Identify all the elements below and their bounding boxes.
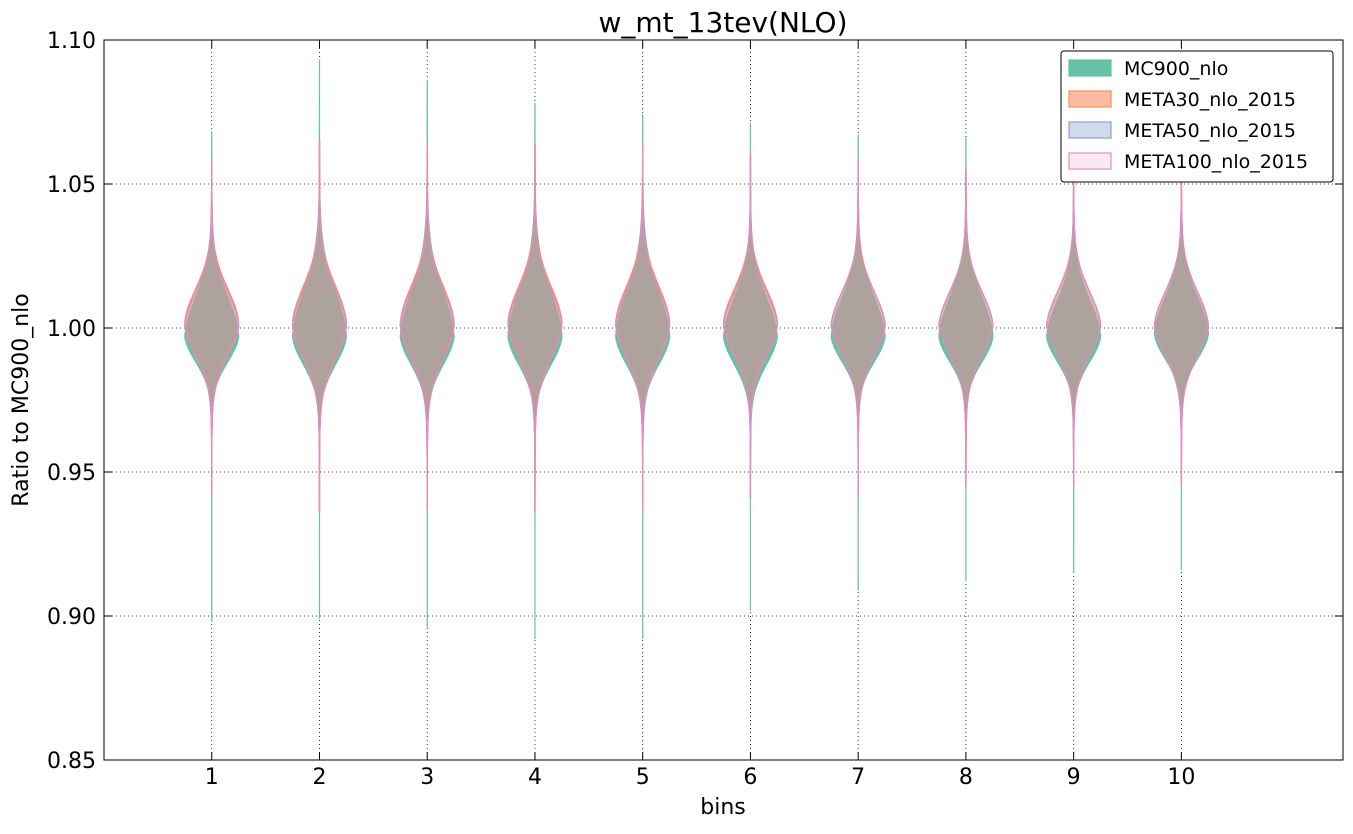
x-tick-label: 6: [743, 765, 757, 790]
violin: [291, 140, 348, 513]
x-tick-label: 8: [959, 765, 973, 790]
legend-label: MC900_nlo: [1124, 58, 1228, 80]
x-tick-label: 1: [205, 765, 219, 790]
chart-title: w_mt_13tev(NLO): [599, 6, 848, 39]
y-tick-label: 1.05: [47, 173, 96, 198]
series-META100_nlo_2015: [184, 140, 1209, 513]
violin: [507, 143, 563, 513]
y-tick-label: 0.85: [47, 749, 96, 774]
legend-label: META100_nlo_2015: [1124, 151, 1308, 173]
legend-swatch: [1068, 121, 1112, 139]
x-tick-label: 4: [528, 765, 542, 790]
y-tick-label: 1.10: [47, 29, 96, 54]
legend-swatch: [1068, 152, 1112, 170]
violin: [830, 160, 886, 496]
x-tick-label: 10: [1167, 765, 1195, 790]
violin: [184, 160, 240, 496]
x-tick-label: 2: [312, 765, 326, 790]
legend-label: META50_nlo_2015: [1124, 120, 1296, 142]
violin-layer: [184, 59, 1209, 640]
legend-swatch: [1068, 59, 1112, 77]
y-tick-label: 1.00: [47, 317, 96, 342]
legend: MC900_nlo META30_nlo_2015 META50_nlo_2015 M…: [1060, 50, 1334, 183]
plot-frame: [103, 39, 1344, 761]
x-axis-label: bins: [700, 795, 745, 820]
violin: [615, 143, 671, 513]
x-tick-label: 3: [420, 765, 434, 790]
y-axis-label: Ratio to MC900_nlo: [9, 293, 34, 506]
legend-swatch: [1068, 90, 1112, 108]
y-tick-label: 0.90: [47, 605, 96, 630]
violin: [1046, 171, 1102, 487]
legend-items: MC900_nlo META30_nlo_2015 META50_nlo_2015 M…: [1068, 58, 1308, 173]
y-tick-label: 0.95: [47, 461, 96, 486]
violin: [1153, 174, 1209, 485]
violin: [938, 169, 994, 487]
x-tick-label: 7: [851, 765, 865, 790]
violin: [399, 143, 455, 511]
violin: [722, 154, 778, 499]
legend-label: META30_nlo_2015: [1124, 89, 1296, 111]
legend-box: [1060, 50, 1334, 183]
tick-layer: 0.85 0.90 0.95 1.00 1.05 1.10 1 2 3 4 5 6 7 8 9 10: [47, 29, 1343, 790]
x-tick-label: 9: [1067, 765, 1081, 790]
x-tick-label: 5: [636, 765, 650, 790]
